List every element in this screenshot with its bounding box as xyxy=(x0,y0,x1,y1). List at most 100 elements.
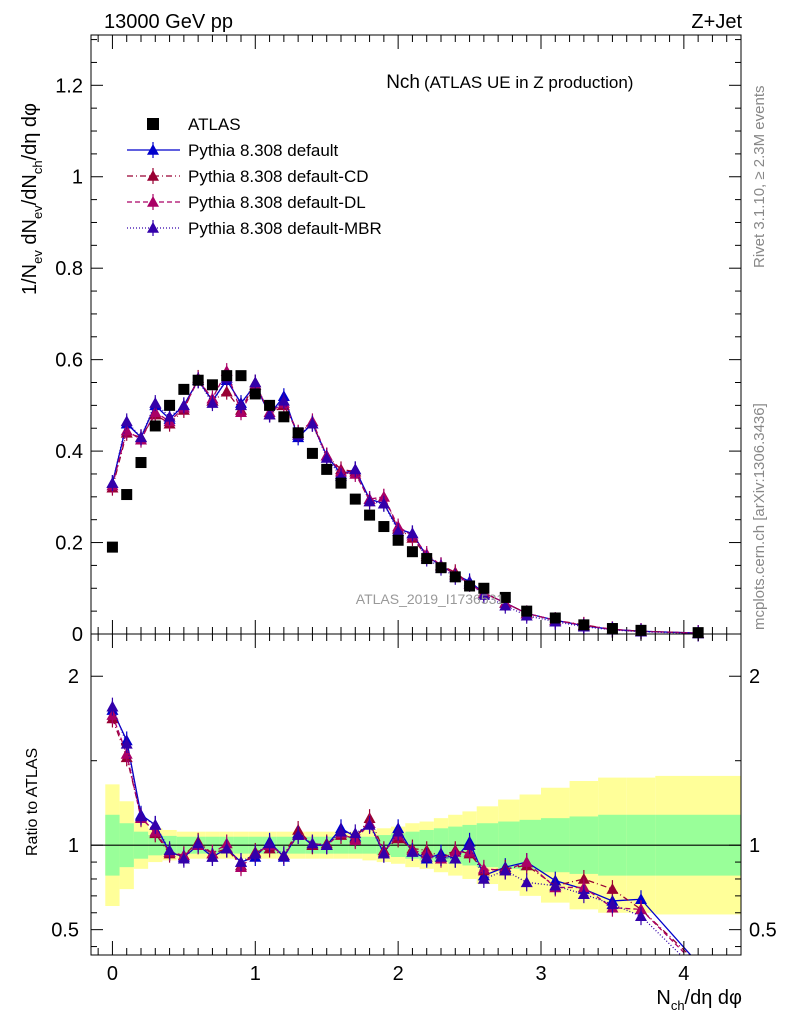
ratio-marker xyxy=(292,829,305,840)
ratio-marker xyxy=(520,856,533,867)
series-marker xyxy=(206,397,219,408)
ratio-marker xyxy=(635,893,647,905)
data-point xyxy=(292,427,304,439)
ratio-series-group xyxy=(106,697,692,955)
legend-marker xyxy=(147,222,159,233)
ratio-marker xyxy=(263,837,276,849)
ratio-line xyxy=(111,714,688,955)
data-point xyxy=(635,624,647,636)
ratio-marker xyxy=(577,872,590,884)
series-marker xyxy=(120,415,133,427)
ratio-marker xyxy=(420,851,433,862)
data-point xyxy=(549,612,561,624)
legend-marker xyxy=(147,196,159,207)
data-point xyxy=(692,627,704,639)
legend: ATLAS Pythia 8.308 default Pythia 8.308 de… xyxy=(127,115,382,238)
data-point xyxy=(349,493,361,505)
ratio-marker xyxy=(499,864,512,876)
data-point xyxy=(249,388,261,400)
plot-title: Nch xyxy=(386,72,420,93)
ratio-marker xyxy=(392,825,405,837)
ratio-marker xyxy=(135,810,147,822)
ratio-y-tick-label-right: 0.5 xyxy=(749,920,777,942)
data-point xyxy=(478,582,490,594)
y-tick-label: 1 xyxy=(72,167,83,189)
data-point xyxy=(378,521,390,533)
ratio-marker xyxy=(163,844,176,856)
series-marker xyxy=(149,406,162,418)
data-point xyxy=(121,489,133,501)
ratio-y-tick-label: 0.5 xyxy=(51,920,79,942)
ratio-y-tick-label-right: 2 xyxy=(749,666,760,688)
data-point xyxy=(364,509,376,521)
header-left: 13000 GeV pp xyxy=(104,11,233,33)
data-point xyxy=(335,477,347,489)
ratio-marker xyxy=(306,837,319,849)
ratio-y-tick-label: 2 xyxy=(68,666,79,688)
main-panel: 0 0.2 0.4 0.6 0.8 1 1.2 xyxy=(55,34,742,646)
data-point xyxy=(135,457,147,469)
data-point xyxy=(235,370,247,382)
ratio-marker xyxy=(192,837,205,849)
legend-label: ATLAS xyxy=(188,115,241,134)
series-line xyxy=(111,376,699,635)
x-tick-label: 0 xyxy=(107,963,118,985)
series-marker xyxy=(349,463,362,475)
ratio-marker xyxy=(606,883,619,894)
data-point xyxy=(464,580,476,592)
data-point xyxy=(221,370,233,382)
series-marker xyxy=(235,399,247,411)
data-point xyxy=(578,619,590,631)
series-marker xyxy=(149,397,162,408)
series-marker xyxy=(499,599,512,611)
series-line xyxy=(111,369,699,634)
data-point xyxy=(192,374,204,386)
data-point xyxy=(421,553,433,565)
ratio-marker xyxy=(463,839,476,850)
ratio-marker xyxy=(320,839,333,850)
analysis-watermark: ATLAS_2019_I1736531 xyxy=(356,591,505,607)
header-right: Z+Jet xyxy=(691,11,742,33)
ratio-marker xyxy=(435,851,447,862)
x-tick-label: 3 xyxy=(535,963,546,985)
ratio-y-tick-label: 1 xyxy=(68,835,79,857)
data-point xyxy=(149,420,161,432)
side-label-mcplots: mcplots.cern.ch [arXiv:1306.3436] xyxy=(751,403,768,630)
ratio-marker xyxy=(406,845,419,857)
ratio-marker xyxy=(277,849,290,861)
series-marker xyxy=(106,477,119,488)
data-point xyxy=(178,383,190,395)
data-point xyxy=(164,399,176,411)
data-point xyxy=(264,399,276,411)
ratio-marker xyxy=(449,852,462,864)
series-marker xyxy=(163,410,176,422)
ratio-marker xyxy=(249,847,262,859)
x-tick-label: 2 xyxy=(393,963,404,985)
side-label-rivet: Rivet 3.1.10, ≥ 2.3M events xyxy=(751,86,768,269)
data-point xyxy=(206,379,218,391)
ratio-line xyxy=(111,718,691,955)
legend-label: Pythia 8.308 default xyxy=(188,141,339,160)
data-point xyxy=(449,571,461,583)
series-marker xyxy=(377,497,390,509)
series-marker xyxy=(363,495,376,507)
data-point xyxy=(306,447,318,459)
y-tick-label: 0.8 xyxy=(55,258,83,280)
ratio-marker xyxy=(220,842,233,854)
ratio-marker xyxy=(477,862,490,874)
ratio-marker xyxy=(177,852,190,864)
legend-marker xyxy=(147,170,159,181)
legend-marker-data xyxy=(147,118,159,130)
ratio-marker xyxy=(335,825,347,837)
ratio-marker xyxy=(363,818,376,830)
ratio-frame xyxy=(90,633,742,956)
ratio-marker xyxy=(606,898,619,910)
y-tick-label: 0.2 xyxy=(55,533,83,555)
ratio-marker xyxy=(635,910,647,921)
y-tick-label: 0 xyxy=(72,624,83,646)
ratio-line xyxy=(111,706,682,955)
x-tick-label: 1 xyxy=(250,963,261,985)
series-marker xyxy=(177,399,190,411)
data-point xyxy=(106,541,118,553)
